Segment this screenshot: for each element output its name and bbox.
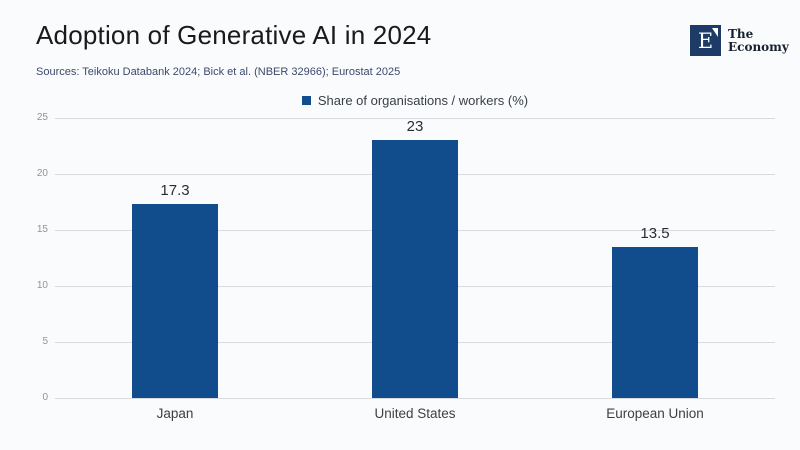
brand-name-line2: Economy [728, 39, 789, 54]
y-tick-label-0: 0 [42, 392, 48, 403]
brand-name: The Economy [728, 26, 789, 54]
brand-logo: E The Economy [690, 25, 789, 56]
gridline-y-25 [55, 117, 775, 119]
brand-logo-letter: E [697, 28, 714, 53]
x-axis-label-united-states: United States [374, 406, 456, 421]
sources-note: Sources: Teikoku Databank 2024; Bick et … [36, 66, 401, 78]
y-tick-label-10: 10 [36, 280, 48, 291]
bar-european-union [612, 246, 698, 398]
bar-japan [132, 204, 218, 398]
value-label-united-states: 23 [406, 118, 424, 136]
y-tick-label-15: 15 [36, 224, 48, 235]
brand-name-line1: The [728, 26, 754, 41]
brand-logo-square: E [690, 25, 721, 56]
page-title: Adoption of Generative AI in 2024 [36, 20, 432, 50]
x-axis-label-japan: Japan [156, 406, 194, 421]
legend-label: Share of organisations / workers (%) [317, 93, 529, 108]
x-axis-label-european-union: European Union [606, 406, 704, 421]
y-tick-label-5: 5 [42, 336, 48, 347]
quote-mark-icon [712, 28, 718, 37]
value-label-european-union: 13.5 [640, 224, 670, 242]
legend-swatch-icon [301, 96, 311, 105]
chart-legend: Share of organisations / workers (%) [55, 93, 775, 108]
gridline-y-0 [55, 397, 775, 399]
plot-area: 0 5 10 15 20 25 17.3 Japan 23 United States 13.5 Eu… [37, 112, 775, 421]
bar-united-states [372, 140, 458, 398]
y-tick-label-25: 25 [36, 112, 48, 123]
y-tick-label-20: 20 [36, 168, 48, 179]
value-label-japan: 17.3 [160, 182, 190, 200]
